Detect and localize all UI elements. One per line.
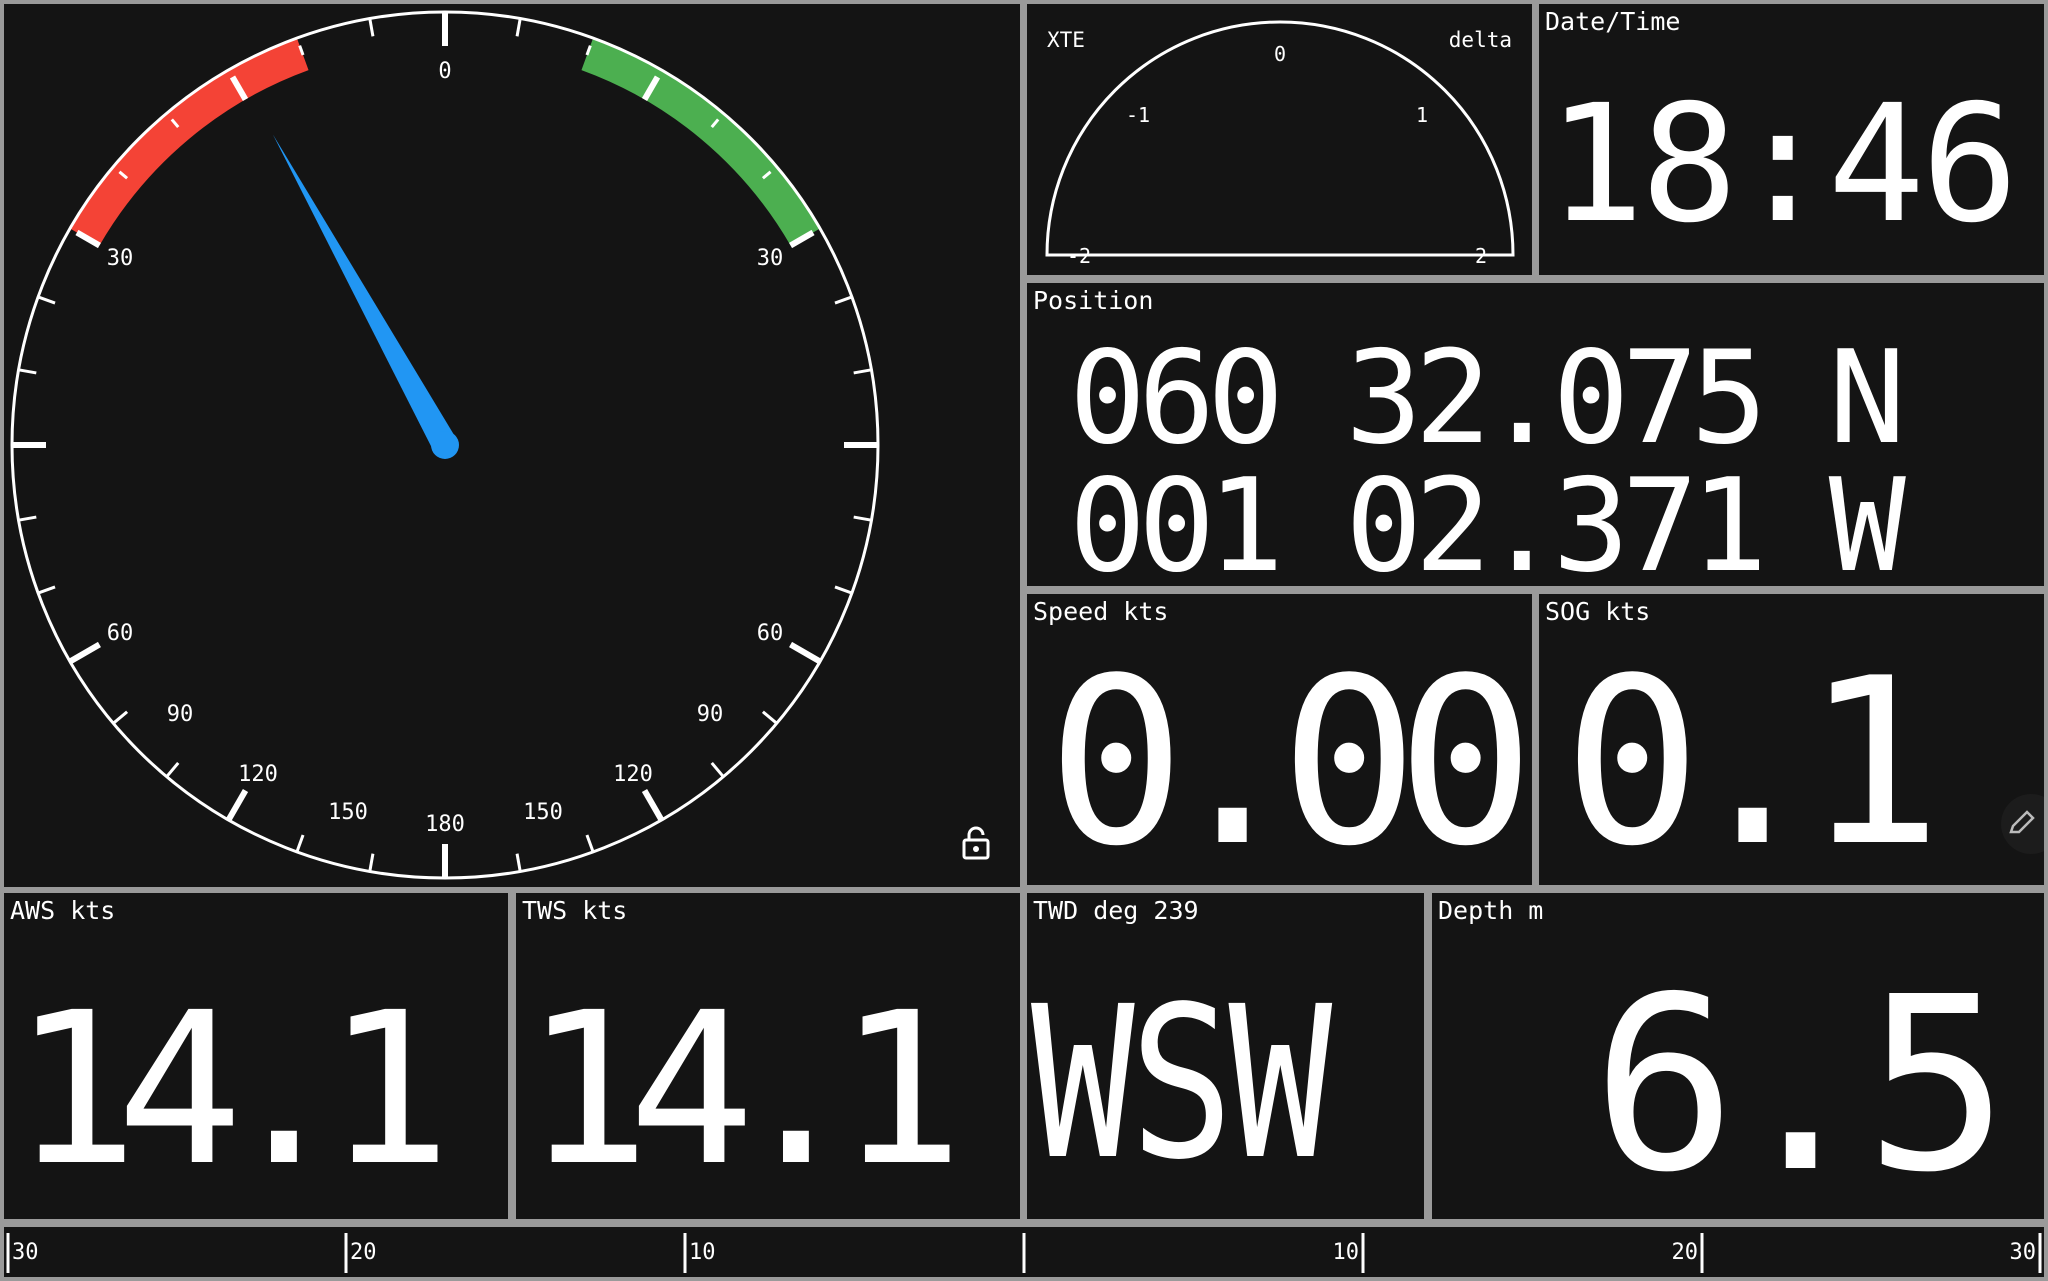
xte-scale-plus-1: 1 — [1416, 103, 1428, 127]
wind-gauge-panel[interactable]: 0 30 30 60 60 90 90 120 120 150 150 180 — [4, 4, 1020, 887]
xte-gauge: XTE delta 0 -1 1 -2 2 — [1045, 20, 1515, 268]
lock-open-icon[interactable] — [962, 826, 990, 860]
gauge-tick — [761, 710, 778, 725]
gauge-tick — [298, 45, 305, 56]
wind-gauge: 0 30 30 60 60 90 90 120 120 150 150 180 — [10, 10, 880, 880]
gauge-tick — [368, 18, 375, 37]
gauge-tick — [853, 515, 872, 522]
twd-label: TWD deg 239 — [1033, 896, 1199, 925]
position-latitude: 060 32.075 N — [1069, 324, 1906, 473]
gauge-label-port-120: 120 — [238, 762, 278, 787]
sog-value: 0.1 — [1563, 630, 1942, 885]
gauge-tick — [585, 45, 592, 56]
position-label: Position — [1033, 286, 1154, 315]
gauge-label-stbd-30: 30 — [757, 246, 784, 271]
gauge-tick — [789, 229, 815, 249]
datetime-panel[interactable]: Date/Time 18:46 — [1539, 4, 2044, 275]
speed-panel[interactable]: Speed kts 0.00 — [1027, 594, 1532, 885]
gauge-tick — [585, 834, 595, 853]
scale-label: 20 — [1672, 1240, 1699, 1265]
tws-label: TWS kts — [522, 896, 628, 925]
depth-value: 6.5 — [1592, 945, 2009, 1219]
scale-label: 20 — [350, 1240, 377, 1265]
speed-label: Speed kts — [1033, 597, 1169, 626]
gauge-tick — [37, 585, 56, 595]
scale-label: 30 — [12, 1240, 39, 1265]
speed-value: 0.00 — [1047, 630, 1532, 885]
port-red-arc — [70, 38, 309, 246]
sog-panel[interactable]: SOG kts 0.1 — [1539, 594, 2044, 885]
gauge-tick — [710, 118, 720, 129]
gauge-tick — [853, 368, 872, 375]
gauge-tick — [789, 641, 822, 665]
gauge-tick — [515, 18, 522, 37]
twd-value: WSW — [1031, 961, 1332, 1206]
gauge-tick — [112, 710, 129, 725]
gauge-label-stbd-120: 120 — [613, 762, 653, 787]
gauge-label-port-30: 30 — [107, 246, 134, 271]
starboard-green-arc — [581, 38, 820, 246]
gauge-tick — [641, 789, 665, 822]
position-longitude: 001 02.371 W — [1069, 452, 1906, 587]
aws-label: AWS kts — [10, 896, 116, 925]
gauge-label-port-150: 150 — [328, 800, 368, 825]
gauge-label-stbd-90: 90 — [697, 702, 724, 727]
xte-panel[interactable]: XTE delta 0 -1 1 -2 2 — [1027, 4, 1532, 275]
gauge-tick — [170, 118, 180, 129]
scale-label: 10 — [1333, 1240, 1360, 1265]
tws-panel[interactable]: TWS kts 14.1 — [516, 893, 1020, 1219]
gauge-tick — [368, 853, 375, 872]
gauge-tick — [225, 789, 249, 822]
datetime-label: Date/Time — [1545, 7, 1681, 36]
wind-needle — [272, 134, 457, 452]
gauge-tick — [18, 515, 37, 522]
scale-label: 10 — [689, 1240, 716, 1265]
gauge-label-0: 0 — [438, 59, 451, 84]
gauge-label-stbd-150: 150 — [523, 800, 563, 825]
gauge-tick — [641, 75, 661, 101]
depth-panel[interactable]: Depth m 6.5 — [1432, 893, 2044, 1219]
aws-value: 14.1 — [12, 967, 452, 1212]
gauge-tick — [18, 368, 37, 375]
gauge-tick — [229, 75, 249, 101]
gauge-tick — [37, 295, 56, 305]
gauge-label-180: 180 — [425, 812, 465, 837]
needle-hub — [431, 431, 459, 459]
gauge-tick — [165, 761, 180, 778]
gauge-tick — [68, 641, 101, 665]
twd-panel[interactable]: TWD deg 239 WSW — [1027, 893, 1424, 1219]
pencil-icon — [2009, 810, 2035, 834]
gauge-tick — [710, 761, 725, 778]
xte-scale-plus-2: 2 — [1475, 244, 1487, 268]
edit-button[interactable] — [2001, 794, 2044, 854]
xte-label: XTE — [1047, 28, 1085, 52]
depth-label: Depth m — [1438, 896, 1544, 925]
gauge-tick — [834, 585, 853, 595]
gauge-label-stbd-60: 60 — [757, 621, 784, 646]
gauge-tick — [118, 170, 129, 180]
position-panel[interactable]: Position 060 32.075 N 001 02.371 W — [1027, 283, 2044, 586]
scale-label: 30 — [2010, 1240, 2037, 1265]
sog-label: SOG kts — [1545, 597, 1651, 626]
xte-scale-minus-1: -1 — [1126, 103, 1150, 127]
datetime-value: 18:46 — [1547, 71, 2019, 259]
gauge-tick — [75, 229, 101, 249]
xte-scale-minus-2: -2 — [1067, 244, 1091, 268]
tws-value: 14.1 — [524, 967, 964, 1212]
gauge-tick — [834, 295, 853, 305]
bottom-scale-bar: 30 20 10 10 20 30 — [4, 1227, 2044, 1277]
aws-panel[interactable]: AWS kts 14.1 — [4, 893, 508, 1219]
gauge-label-port-60: 60 — [107, 621, 134, 646]
bottom-scale: 30 20 10 10 20 30 — [6, 1233, 2042, 1273]
xte-semicircle — [1045, 20, 1515, 257]
xte-scale-0: 0 — [1274, 42, 1286, 66]
gauge-tick — [515, 853, 522, 872]
gauge-tick — [295, 834, 305, 853]
gauge-tick — [761, 170, 772, 180]
xte-mode-label: delta — [1449, 28, 1512, 52]
gauge-label-port-90: 90 — [167, 702, 194, 727]
